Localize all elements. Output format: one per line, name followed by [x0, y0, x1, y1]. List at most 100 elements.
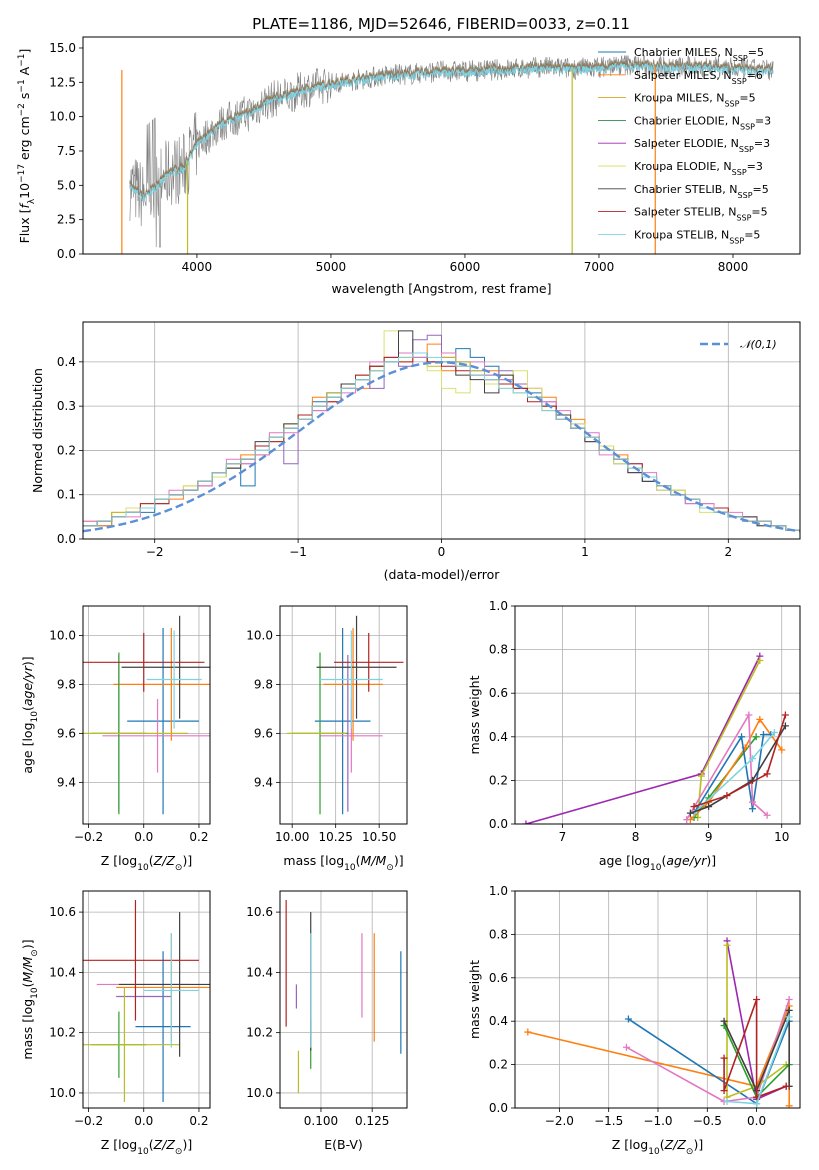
weight-marker	[524, 1028, 532, 1036]
legend-text: Salpeter MILES, N	[634, 69, 732, 82]
weight-marker	[686, 809, 694, 817]
y-tick-label: 10.2	[49, 1026, 76, 1040]
label-part: )]	[394, 853, 404, 868]
plot-area	[83, 900, 210, 1102]
label-part: age [log	[599, 853, 650, 868]
plot-area	[286, 615, 404, 815]
legend-sub: SSP	[732, 168, 747, 177]
y-tick-label: 0.8	[489, 643, 508, 657]
weight-marker	[720, 1017, 728, 1025]
legend-label: Salpeter STELIB, NSSP=5	[634, 206, 768, 223]
weight-marker	[781, 711, 789, 719]
x-tick-label: 0	[438, 545, 446, 559]
label-part: ⊙	[386, 863, 394, 873]
y-tick-label: 0.2	[57, 443, 76, 457]
x-tick-label: 7000	[584, 260, 615, 274]
x-axis-label: Z [log10(Z/Z⊙)]	[101, 853, 192, 873]
label-part: (	[149, 1137, 154, 1152]
legend-text: =5	[748, 46, 764, 59]
label-part: 10	[30, 711, 40, 723]
x-tick-label: 7	[559, 830, 567, 844]
legend-text: Kroupa ELODIE, N	[634, 160, 732, 173]
y-tick-label: 9.4	[57, 775, 76, 789]
axes-frame	[514, 890, 801, 1109]
y-tick-label: 0.6	[489, 686, 508, 700]
x-tick-label: 1	[581, 545, 589, 559]
legend-sub: SSP	[736, 213, 751, 222]
legend-sub: SSP	[732, 76, 747, 85]
label-part: (	[356, 853, 361, 868]
y-tick-label: 0.2	[489, 773, 508, 787]
weight-marker	[720, 1087, 728, 1095]
label-part: ]	[17, 49, 32, 54]
label-part: (	[20, 706, 35, 711]
weight-marker	[522, 820, 530, 824]
legend-text: Kroupa MILES, N	[634, 92, 724, 105]
legend-text: Salpeter ELODIE, N	[634, 137, 739, 150]
y-tick-label: 0.0	[489, 1101, 508, 1115]
figure-title: PLATE=1186, MJD=52646, FIBERID=0033, z=0…	[252, 15, 630, 33]
y-tick-label: 10.0	[246, 1086, 273, 1100]
weight-series	[525, 655, 761, 824]
legend-text: =6	[747, 69, 763, 82]
residual-chart: −2 −1 0 1 2 0.0 0.1 0.2 0.3 0.4 𝒩(0,1) (data-model)…	[30, 321, 801, 582]
weight-marker	[690, 803, 698, 811]
y-axis-label: mass weight	[467, 960, 482, 1039]
legend-text: Chabrier MILES, N	[634, 46, 733, 59]
axes-frame	[279, 890, 408, 1109]
x-tick-label: −1.0	[643, 1114, 672, 1128]
label-part: mass [log	[20, 999, 35, 1060]
plot-area	[524, 937, 793, 1108]
x-tick-label: 5000	[316, 260, 347, 274]
x-tick-label: −2.0	[545, 1114, 574, 1128]
label-part: E(B-V)	[324, 1137, 363, 1152]
label-part: (	[20, 982, 35, 987]
x-tick-label: 0.2	[189, 830, 208, 844]
weight-marker	[770, 728, 778, 736]
x-axis-label: (data-model)/error	[384, 567, 501, 582]
y-tick-label: 0.6	[489, 971, 508, 985]
plot-area	[121, 54, 774, 254]
y-tick-label: 0.4	[57, 355, 76, 369]
legend-text: =3	[755, 114, 771, 127]
weight-marker	[785, 1006, 793, 1014]
label-part: age [log	[20, 722, 35, 773]
mass-vs-EBV-chart: 0.100 0.125 10.0 10.2 10.4 10.6 E(B-V)	[246, 890, 408, 1152]
y-tick-label: 10.0	[49, 628, 76, 642]
y-tick-label: 9.8	[254, 677, 273, 691]
label-part: f	[17, 203, 32, 209]
label-part: 10	[648, 1147, 660, 1157]
x-axis-label: Z [log10(Z/Z⊙)]	[612, 1137, 703, 1157]
y-tick-label: 0.0	[57, 532, 76, 546]
x-tick-label: 6000	[450, 260, 481, 274]
legend-text: =5	[744, 228, 760, 241]
y-tick-label: 9.4	[254, 775, 273, 789]
label-part: −1	[17, 53, 27, 66]
y-tick-label: 0.4	[489, 1014, 508, 1028]
weight-vs-Z-chart: −2.0 −1.5 −1.0 −0.5 0.0 0.0 0.2 0.4 0.6 0.8 1.0 Z […	[467, 884, 801, 1157]
x-tick-label: −0.5	[693, 1114, 722, 1128]
plot-area	[83, 330, 800, 539]
x-tick-label: 0.0	[747, 1114, 766, 1128]
y-axis-label: mass [log10(M/M⊙)]	[20, 939, 40, 1059]
x-axis-label: mass [log10(M/M⊙)]	[283, 853, 403, 873]
label-part: )]	[182, 1137, 192, 1152]
y-tick-label: 0.4	[489, 730, 508, 744]
weight-marker	[785, 996, 793, 1003]
y-tick-label: 1.0	[489, 884, 508, 898]
legend-sub: SSP	[739, 145, 754, 154]
y-axis-label: mass weight	[467, 675, 482, 754]
weight-marker	[785, 1013, 793, 1021]
y-tick-label: 10.2	[246, 1026, 273, 1040]
label-part: age/yr	[666, 853, 707, 868]
label-part: (	[149, 853, 154, 868]
y-tick-label: 10.0	[49, 110, 76, 124]
y-tick-label: 0.0	[489, 817, 508, 831]
weight-marker	[723, 941, 731, 949]
y-tick-label: 9.6	[254, 726, 273, 740]
x-tick-label: 4000	[182, 260, 213, 274]
x-tick-label: −1.5	[594, 1114, 623, 1128]
x-tick-label: 2	[724, 545, 732, 559]
